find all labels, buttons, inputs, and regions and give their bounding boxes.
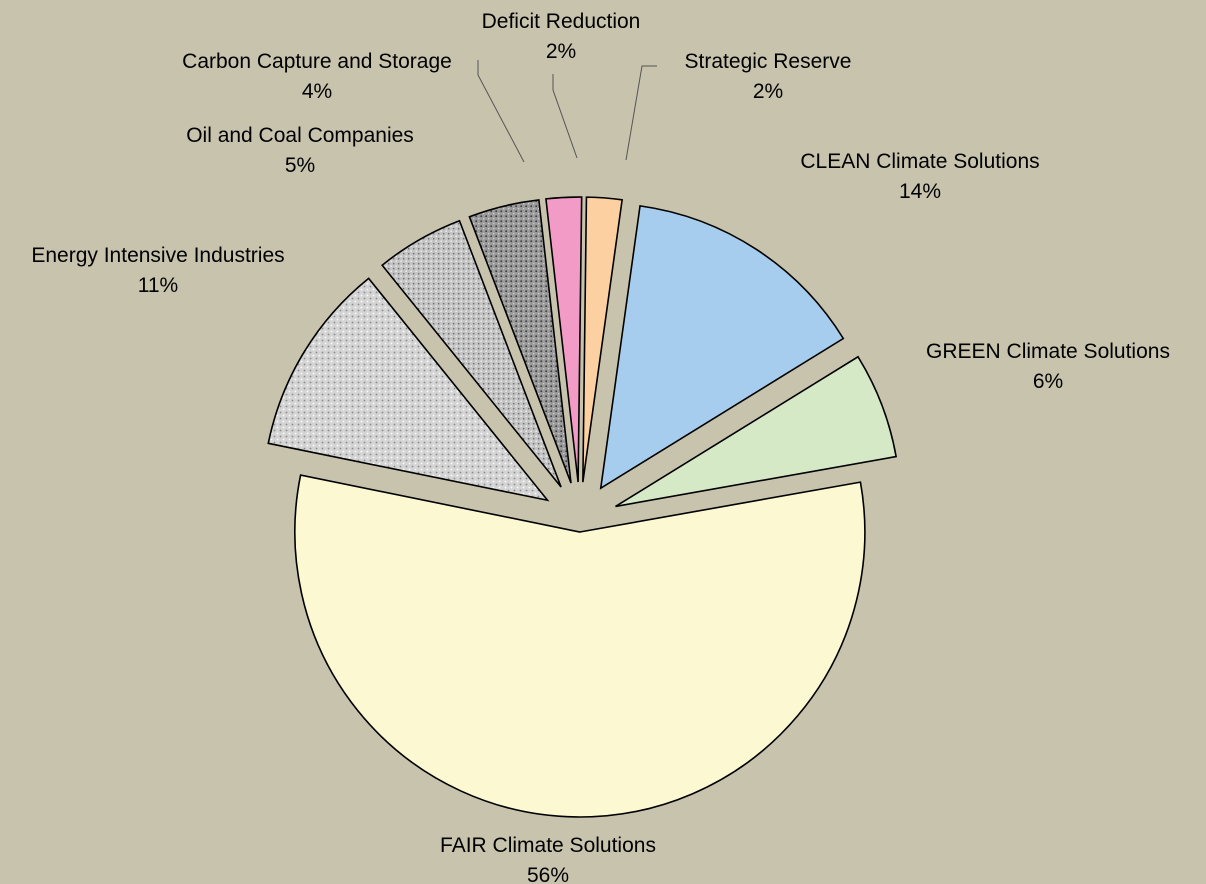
pie-slice-strategic-reserve [582,196,624,483]
slice-value-clean-climate-solutions: 14% [899,180,941,203]
slice-value-energy-intensive-industries: 11% [138,274,178,297]
slice-label-energy-intensive-industries: Energy Intensive Industries [31,244,284,267]
slice-label-green-climate-solutions: GREEN Climate Solutions [926,340,1170,363]
slice-value-deficit-reduction: 2% [546,40,576,63]
leader-line-strategic-reserve [625,65,657,161]
pie-slice-clean-climate-solutions [599,204,845,490]
slice-label-deficit-reduction: Deficit Reduction [482,10,641,33]
slice-label-oil-and-coal-companies: Oil and Coal Companies [186,124,414,147]
pie-slice-deficit-reduction [545,196,583,483]
leader-line-deficit-reduction [552,74,578,159]
slice-label-carbon-capture-and-storage: Carbon Capture and Storage [182,50,452,73]
slice-value-oil-and-coal-companies: 5% [285,154,315,177]
pie-slice-fair-climate-solutions [294,474,866,818]
leader-lines [477,60,657,163]
slice-value-green-climate-solutions: 6% [1033,370,1063,393]
pie-slice-carbon-capture-and-storage [468,199,572,484]
slice-labels: CLEAN Climate Solutions 14% GREEN Climate … [31,10,1170,884]
pie-slices [267,196,898,818]
slice-value-strategic-reserve: 2% [753,80,783,103]
slice-value-carbon-capture-and-storage: 4% [302,80,332,103]
slice-label-fair-climate-solutions: FAIR Climate Solutions [440,834,656,857]
pie-slice-energy-intensive-industries [267,277,550,502]
leader-line-carbon-capture-and-storage [477,60,525,163]
pie-slice-green-climate-solutions [615,355,898,508]
slice-value-fair-climate-solutions: 56% [527,864,569,884]
slice-label-clean-climate-solutions: CLEAN Climate Solutions [800,150,1039,173]
slice-label-strategic-reserve: Strategic Reserve [685,50,852,73]
pie-slice-oil-and-coal-companies [381,219,562,488]
